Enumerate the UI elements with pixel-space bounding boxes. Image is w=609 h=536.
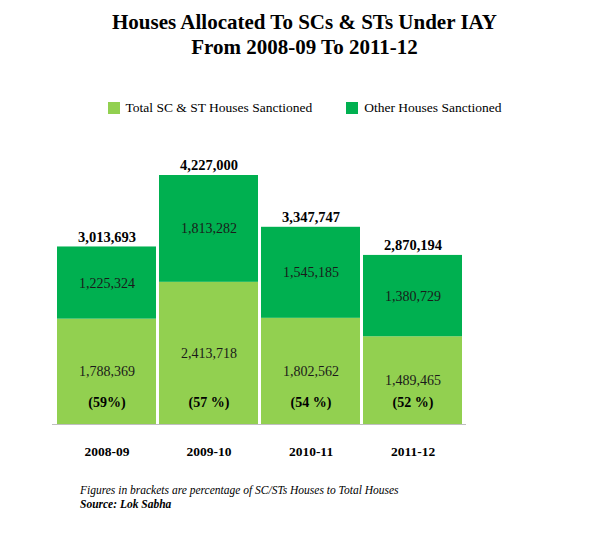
svg-text:2011-12: 2011-12: [391, 444, 436, 459]
html-text:Total SC & ST Houses Sanctione: Total SC & ST Houses Sanctioned: [125, 100, 313, 115]
html-text:Other Houses Sanctioned: Other Houses Sanctioned: [364, 100, 502, 115]
svg-text:1,380,729: 1,380,729: [385, 289, 441, 304]
svg-text:3,347,747: 3,347,747: [282, 209, 340, 225]
svg-text:2,413,718: 2,413,718: [181, 346, 237, 361]
svg-text:2010-11: 2010-11: [289, 444, 334, 459]
svg-text:2009-10: 2009-10: [187, 444, 232, 459]
svg-text:(52 %): (52 %): [393, 395, 434, 411]
svg-text:1,545,185: 1,545,185: [283, 265, 339, 280]
svg-text:1,225,324: 1,225,324: [79, 276, 135, 291]
svg-text:1,788,369: 1,788,369: [79, 364, 135, 379]
svg-text:(57 %): (57 %): [189, 395, 230, 411]
svg-text:(59%): (59%): [88, 395, 126, 411]
svg-text:1,489,465: 1,489,465: [385, 373, 441, 388]
svg-text:1,802,562: 1,802,562: [283, 364, 339, 379]
html-text:Houses Allocated To SCs & STs: Houses Allocated To SCs & STs Under IAY …: [112, 10, 497, 59]
html-text:Figures in brackets are percen: Figures in brackets are percentage of SC…: [80, 484, 399, 496]
svg-text:(54 %): (54 %): [291, 395, 332, 411]
svg-text:4,227,000: 4,227,000: [180, 157, 238, 173]
svg-text:2,870,194: 2,870,194: [384, 237, 442, 253]
svg-text:3,013,693: 3,013,693: [78, 229, 136, 245]
svg-text:2008-09: 2008-09: [85, 444, 130, 459]
svg-text:1,813,282: 1,813,282: [181, 221, 237, 236]
html-text:Source: Lok Sabha: Source: Lok Sabha: [80, 498, 172, 510]
